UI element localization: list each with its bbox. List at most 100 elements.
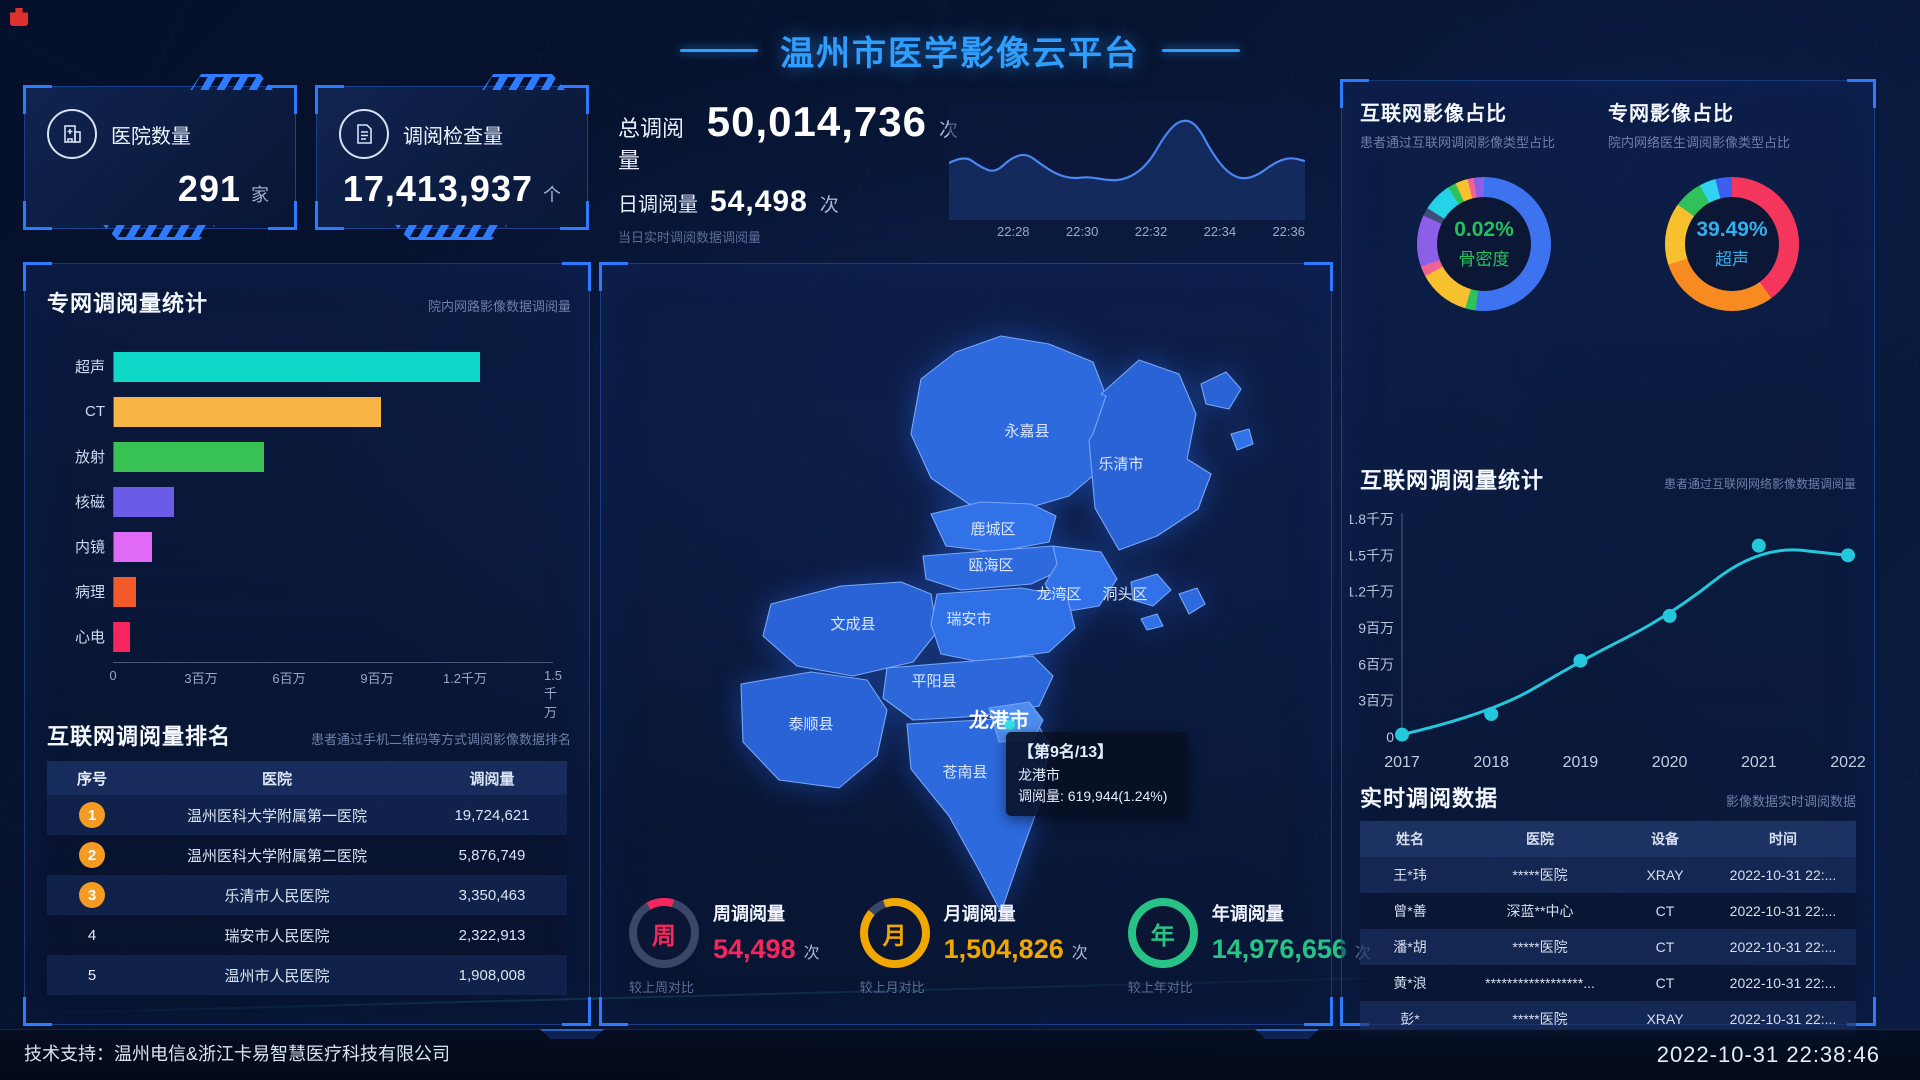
bar-核磁[interactable] (114, 486, 174, 517)
bar-放射[interactable] (114, 441, 264, 472)
district-pingyang[interactable] (882, 655, 1054, 721)
private-net-bar-chart[interactable]: 超声 CT 放射 核磁 内镜 病理 心电 (47, 344, 567, 659)
device-type: CT (1655, 903, 1675, 919)
ranking-row[interactable]: 3 乐清市人民医院 3,350,463 (47, 875, 567, 915)
card-notch-decoration (395, 225, 507, 240)
internet-yearly-line-chart[interactable]: 0 3百万 6百万 9百万 1.2千万 1.5千万 1.8千万 2017 2018 2019 202… (1350, 501, 1866, 781)
district-dongtou[interactable] (1130, 573, 1172, 607)
tooltip-rank: 【第9名/13】 (1018, 744, 1114, 761)
donut-center-label: 超声 (1715, 250, 1749, 269)
district-yueqing-island[interactable] (1200, 371, 1242, 410)
device-type: CT (1655, 975, 1675, 991)
bar-row-病理: 病理 (47, 569, 567, 614)
kpi-unit: 家 (251, 185, 269, 205)
bar-track (113, 396, 554, 427)
header-accent-line-right (1162, 48, 1240, 52)
realtime-col-header: 设备 (1651, 831, 1679, 847)
realtime-table: 姓名 医院 设备 时间 王*玮 *****医院 XRAY 2022-10-31 22:... 曾… (1360, 821, 1856, 1037)
map-label-瓯海区: 瓯海区 (968, 557, 1013, 574)
y-axis-tick-label: 1.2千万 (1350, 584, 1394, 600)
bar-track (113, 486, 554, 517)
district-ouhai[interactable] (922, 545, 1064, 591)
gauge-ring: 年 (1127, 898, 1198, 968)
gauge-label: 周调阅量 (713, 904, 785, 924)
ranking-row[interactable]: 2 温州医科大学附属第二医院 5,876,749 (47, 835, 567, 875)
kpi-value: 291 (177, 168, 241, 209)
y-axis-tick-label: 1.8千万 (1350, 511, 1394, 527)
district-lucheng[interactable] (930, 501, 1057, 553)
gauge-value: 14,976,656 (1211, 934, 1347, 964)
donut-title: 专网影像占比 (1608, 103, 1734, 125)
data-point-2020[interactable] (1662, 608, 1677, 623)
view-time: 2022-10-31 22:... (1729, 1011, 1837, 1027)
rank-badge: 1 (79, 802, 105, 828)
bar-心电[interactable] (114, 621, 130, 652)
view-time: 2022-10-31 22:... (1729, 867, 1837, 883)
island[interactable] (1140, 613, 1164, 631)
rank-number: 2 (47, 842, 137, 868)
data-point-2019[interactable] (1573, 653, 1588, 668)
patient-name: 王*玮 (1393, 867, 1427, 883)
realtime-row: 曾*善 深蓝**中心 CT 2022-10-31 22:... (1360, 893, 1856, 929)
private-share-donut[interactable]: 39.49% 超声 (1665, 177, 1799, 311)
line-chart-subtitle: 患者通过互联网网络影像数据调阅量 (1663, 477, 1856, 491)
district-taishun[interactable] (740, 671, 888, 789)
gauge-period-char: 月 (882, 922, 907, 950)
realtime-row: 潘*胡 *****医院 CT 2022-10-31 22:... (1360, 929, 1856, 965)
bar-病理[interactable] (114, 576, 136, 607)
map-label-瑞安市: 瑞安市 (946, 611, 991, 628)
bar-category-label: CT (85, 403, 105, 420)
island[interactable] (1230, 428, 1254, 451)
ranking-row[interactable]: 5 温州市人民医院 1,908,008 (47, 955, 567, 995)
realtime-col-header: 姓名 (1396, 831, 1424, 847)
footer-support-text: 技术支持：温州电信&浙江卡易智慧医疗科技有限公司 (24, 1044, 451, 1064)
ranking-row[interactable]: 4 瑞安市人民医院 2,322,913 (47, 915, 567, 955)
today-trend-chart[interactable] (948, 102, 1306, 220)
bar-row-内镜: 内镜 (47, 524, 567, 569)
gauge-label: 年调阅量 (1211, 904, 1284, 924)
trend-x-label: 22:34 (1203, 224, 1237, 239)
trend-x-label: 22:36 (1272, 224, 1305, 239)
bar-内镜[interactable] (114, 531, 152, 562)
bar-chart-title: 专网调阅量统计 (47, 291, 209, 316)
y-axis-tick-label: 9百万 (1358, 620, 1394, 636)
ranking-row[interactable]: 1 温州医科大学附属第一医院 19,724,621 (47, 795, 567, 835)
data-point-2022[interactable] (1841, 548, 1855, 563)
kpi-card-hospital-count: 医院数量 291 家 (23, 74, 297, 240)
ranking-col-header: 序号 (76, 770, 107, 788)
panel-private-net-stats: 专网调阅量统计 院内网路影像数据调阅量 超声 CT 放射 核磁 内镜 病理 心电 0 3百万 6… (23, 262, 591, 1026)
district-dongtou-island[interactable] (1178, 587, 1206, 615)
panel-right-stats: 互联网影像占比 患者通过互联网调阅影像类型占比 0.02% 骨密度 专网影像占比… (1340, 79, 1876, 1037)
bar-CT[interactable] (114, 396, 381, 427)
bar-category-label: 内镜 (74, 539, 105, 556)
donut-center-value: 39.49% (1696, 218, 1768, 241)
trend-x-label: 22:28 (997, 224, 1030, 239)
map-label-苍南县: 苍南县 (942, 764, 987, 781)
gauge-value: 1,504,826 (943, 934, 1064, 964)
data-point-2017[interactable] (1395, 727, 1409, 742)
bar-axis-tick: 1.2千万 (442, 671, 488, 686)
footer-accent (1255, 1029, 1319, 1039)
hospital-name: *****医院 (1512, 1011, 1568, 1027)
data-point-2021[interactable] (1751, 538, 1766, 553)
x-axis-tick-label: 2020 (1652, 754, 1688, 771)
trend-line (948, 119, 1306, 182)
bar-超声[interactable] (114, 351, 480, 382)
gauge-compare-label: 较上年对比 (1127, 980, 1193, 995)
bar-chart-x-axis: 0 3百万 6百万 9百万 1.2千万 1.5千万 (109, 662, 562, 720)
data-point-2018[interactable] (1484, 706, 1499, 721)
district-ruian[interactable] (930, 587, 1076, 663)
bar-category-label: 核磁 (74, 494, 105, 511)
district-yueqing[interactable] (1088, 359, 1212, 551)
rank-hospital: 温州市人民医院 (224, 967, 330, 985)
gauge-period-char: 周 (652, 922, 676, 950)
ranking-col-header: 调阅量 (469, 770, 515, 788)
district-wencheng[interactable] (762, 581, 938, 677)
internet-share-donut[interactable]: 0.02% 骨密度 (1417, 177, 1551, 311)
map-marker-dot (1005, 720, 1015, 730)
y-axis-tick-label: 3百万 (1358, 693, 1394, 709)
rank-number: 3 (47, 882, 137, 908)
device-type: XRAY (1646, 1011, 1684, 1027)
gauge-texts: 月调阅量 1,504,826 次 (944, 898, 1088, 968)
gauge-label: 月调阅量 (943, 904, 1016, 924)
